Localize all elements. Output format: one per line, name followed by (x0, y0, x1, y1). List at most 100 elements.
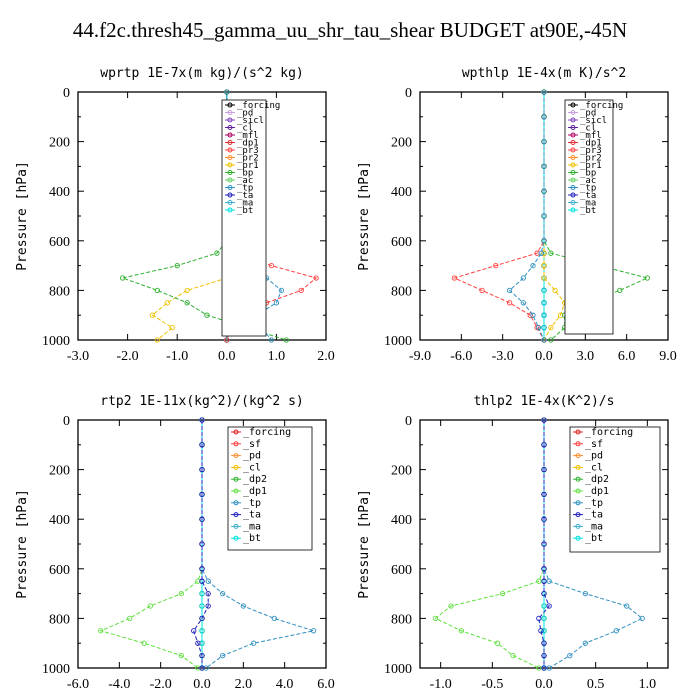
x-tick-label: 6.0 (317, 677, 335, 692)
data-point (582, 640, 588, 646)
legend-box (221, 99, 267, 337)
y-tick-label: 200 (391, 136, 412, 151)
legend-entry: _tp (243, 498, 261, 509)
chart-panel-3: rtp2 1E-11x(kg^2)/(kg^2 s) 0 200 400 600 800 1… (15, 394, 335, 692)
data-point (536, 578, 542, 584)
legend-entry: _bt (580, 206, 596, 216)
legend-entry: _pr3 (580, 146, 602, 156)
legend-entry: _cl (243, 462, 261, 473)
data-point (432, 615, 439, 622)
x-tick-label: -3.0 (492, 349, 514, 364)
data-point (520, 300, 526, 306)
x-tick-label: 0.0 (218, 349, 236, 364)
data-point (278, 287, 285, 294)
x-tick-label: 2.0 (235, 677, 253, 692)
data-point (199, 491, 205, 498)
legend-marker (227, 140, 233, 145)
chart-panel-4: thlp2 1E-4x(K^2)/s 0 200 400 600 800 1000 -1.0 -… (357, 394, 669, 692)
data-point (536, 615, 542, 622)
data-point (199, 628, 205, 634)
x-tick-label: -1.0 (430, 677, 452, 692)
legend-marker (575, 429, 581, 435)
legend-marker (233, 464, 239, 470)
legend-marker (233, 523, 239, 529)
data-point (567, 652, 573, 659)
y-tick-label: 200 (49, 136, 70, 151)
legend-entry: _pr2 (580, 154, 602, 164)
legend-entry: _dp2 (243, 474, 267, 485)
y-tick-label: 0 (63, 414, 70, 429)
data-point (458, 628, 464, 634)
legend-marker (570, 102, 576, 108)
data-point (506, 300, 513, 306)
legend-marker (233, 535, 239, 541)
legend-marker (233, 453, 239, 459)
data-point (204, 312, 210, 318)
legend-entry: _dp1 (243, 486, 267, 497)
legend-entry: _ma (243, 521, 261, 532)
legend-marker (233, 441, 239, 447)
legend-marker (227, 110, 233, 115)
legend-marker (227, 125, 233, 130)
legend-entry: _ma (580, 199, 596, 209)
data-point (141, 640, 147, 646)
legend-entry: _ac (237, 176, 253, 186)
data-point (639, 615, 645, 622)
data-point (164, 300, 170, 306)
data-point (541, 114, 547, 120)
data-point (541, 188, 547, 194)
y-tick-label: 1000 (42, 662, 70, 677)
x-tick-label: -6.0 (67, 677, 89, 692)
data-point (220, 590, 226, 597)
legend-marker (227, 117, 233, 123)
legend-entry: _sf (243, 439, 261, 450)
data-point (493, 262, 499, 269)
data-point (548, 337, 554, 343)
data-point (199, 578, 205, 584)
legend-entry: _pd (243, 451, 261, 462)
series-line (99, 420, 203, 669)
x-tick-label: -2.0 (150, 677, 172, 692)
y-tick-label: 600 (391, 563, 412, 578)
series-dp1 (432, 417, 547, 671)
x-tick-label: 4.0 (276, 677, 294, 692)
data-point (535, 324, 542, 331)
y-axis-label: Pressure [hPa] (357, 161, 372, 271)
legend-entry: _ta (243, 510, 261, 521)
x-tick-label: -4.0 (108, 677, 130, 692)
x-tick-label: -0.5 (481, 677, 503, 692)
y-tick-label: 200 (49, 464, 70, 479)
data-point (251, 640, 257, 646)
legend-marker (570, 207, 576, 213)
data-point (541, 250, 547, 256)
data-point (199, 516, 205, 522)
data-point (127, 615, 133, 622)
data-point (541, 238, 547, 244)
x-tick-label: 0.0 (193, 677, 211, 692)
legend-marker (233, 512, 239, 518)
data-point (479, 287, 485, 294)
y-axis-label: Pressure [hPa] (15, 489, 30, 599)
legend-entry: _ta (585, 510, 603, 521)
legend-marker (233, 500, 239, 506)
series-ta (536, 417, 552, 671)
x-tick-label: 2.0 (317, 349, 335, 364)
legend-entry: _ac (580, 176, 596, 186)
x-tick-label: 0.5 (587, 677, 605, 692)
data-point (541, 138, 547, 145)
y-tick-label: 400 (391, 185, 412, 200)
legend-entry: _bp (580, 169, 596, 179)
data-point (541, 213, 547, 219)
legend-marker (575, 441, 581, 447)
data-point (541, 262, 547, 269)
legend-marker (227, 185, 233, 190)
legend-marker (570, 177, 576, 183)
legend-marker (227, 147, 233, 153)
page-title: 44.f2c.thresh45_gamma_uu_shr_tau_shear B… (72, 18, 628, 42)
legend-entry: _cl (585, 462, 603, 473)
data-point (310, 628, 317, 634)
legend-entry: _ma (585, 521, 603, 532)
data-point (538, 250, 544, 256)
y-tick-label: 400 (49, 513, 70, 528)
legend-marker (233, 429, 239, 435)
